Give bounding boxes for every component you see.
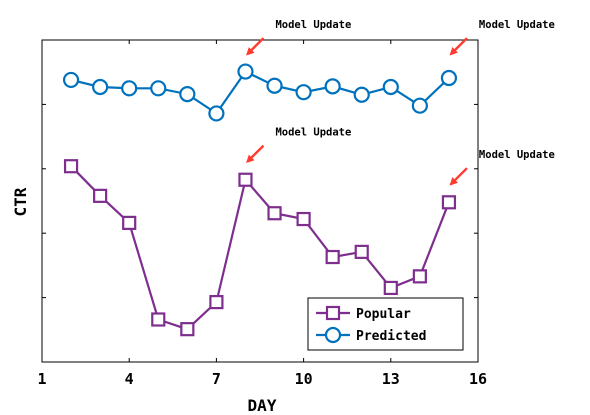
data-point-predicted-9 (324, 78, 341, 95)
data-point-predicted-8 (295, 84, 312, 101)
data-point-predicted-7 (266, 77, 283, 94)
data-point-predicted-10 (353, 86, 370, 103)
x-tick-label-3: 10 (295, 370, 313, 388)
legend-marker-popular (325, 305, 341, 321)
data-point-popular-4 (180, 322, 195, 337)
data-point-popular-8 (296, 211, 311, 227)
data-point-predicted-11 (382, 78, 399, 96)
x-tick-label-4: 13 (382, 370, 400, 388)
annotation-label-1: Model Update (479, 19, 555, 31)
annotation-arrow-0 (246, 37, 265, 56)
data-point-popular-13 (441, 195, 457, 210)
legend-label-predicted: Predicted (356, 329, 426, 344)
data-point-predicted-3 (150, 80, 167, 97)
annotation-arrow-2 (246, 144, 265, 164)
annotation-label-0: Model Update (275, 19, 351, 31)
data-point-popular-10 (354, 244, 369, 259)
y-axis-title: CTR (11, 187, 30, 216)
data-point-popular-0 (63, 159, 79, 174)
data-point-predicted-4 (179, 85, 196, 103)
x-axis-title: DAY (248, 396, 277, 415)
data-point-predicted-0 (62, 71, 80, 89)
legend: Popular Predicted (307, 297, 464, 351)
data-point-predicted-2 (121, 80, 138, 97)
data-point-popular-7 (267, 206, 282, 221)
data-point-popular-6 (238, 172, 253, 187)
axis-ticks: 1 4 7 10 13 16 (37, 40, 487, 388)
x-tick-label-5: 16 (469, 370, 487, 388)
data-point-popular-9 (325, 249, 340, 265)
legend-label-popular: Popular (356, 307, 411, 322)
data-point-popular-5 (209, 295, 224, 310)
x-tick-label-0: 1 (37, 370, 46, 388)
x-tick-label-2: 7 (212, 370, 221, 388)
annotation-label-2: Model Update (275, 127, 351, 139)
data-point-popular-3 (151, 312, 166, 327)
annotation-arrow-1 (449, 37, 468, 56)
annotation-label-3: Model Update (479, 149, 555, 161)
x-tick-label-1: 4 (125, 370, 134, 388)
annotation-arrow-3 (449, 167, 468, 186)
data-point-predicted-12 (411, 97, 428, 114)
data-point-popular-1 (93, 188, 108, 203)
data-point-popular-11 (383, 280, 398, 296)
data-point-predicted-6 (237, 63, 254, 80)
legend-marker-predicted (324, 326, 342, 344)
annotations: Model Update Model Update Model Update Mode… (246, 19, 555, 186)
data-point-predicted-5 (208, 105, 225, 122)
data-point-popular-12 (412, 269, 427, 284)
series-layer (62, 63, 458, 337)
data-point-popular-2 (122, 215, 137, 230)
data-point-predicted-13 (440, 69, 458, 87)
data-point-predicted-1 (92, 78, 109, 96)
